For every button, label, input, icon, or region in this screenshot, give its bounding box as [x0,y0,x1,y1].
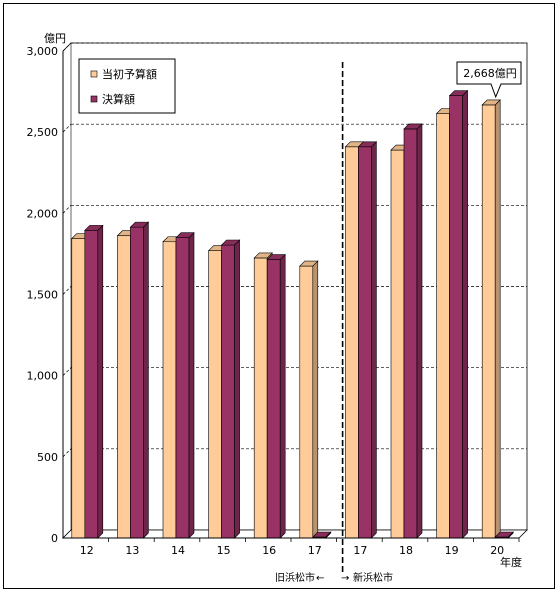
region-divider: 旧浜松市 ← → 新浜松市 [275,62,393,584]
x-tick-label: 20 [490,544,504,557]
bar-side [188,231,195,539]
bar-final-settlement [129,221,150,539]
bar-front [117,235,131,539]
legend-swatch-initial [90,70,98,78]
y-tick-label: 3,000 [27,45,59,58]
bar-top [448,90,469,96]
bar-final-settlement [403,123,423,539]
gridline-depth [62,367,72,376]
bar-top [253,252,273,259]
bar-front [481,104,496,539]
bar-top [175,232,195,238]
x-tick-label: 13 [125,544,139,557]
bar-front [162,241,177,539]
y-tick-label: 2,000 [27,207,59,220]
callout-text: 2,668億円 [463,67,517,80]
bar-final-settlement [448,89,469,539]
x-tick-label: 12 [80,544,94,557]
x-axis-unit: 年度 [500,555,522,569]
bar-final-settlement [220,239,241,539]
bar-front [130,226,144,539]
axes [62,51,520,542]
bar-side [234,239,240,539]
x-tick-label: 14 [171,544,185,557]
tick-labels: 0 500 1,000 1,500 2,000 2,500 3,000 12 13 14 15 16 1… [27,45,505,557]
bar-side [97,224,104,539]
bar-front [390,149,405,539]
y-tick-label: 1,500 [27,289,59,302]
x-tick-label: 19 [445,544,459,557]
bars [71,89,514,539]
chart-frame: 0 500 1,000 1,500 2,000 2,500 3,000 12 13 14 15 16 1… [3,3,555,589]
legend-label-initial: 当初予算額 [102,67,157,81]
bar-side [416,123,423,539]
legend-label-final: 決算額 [102,92,135,106]
bar-front [175,237,190,539]
y-tick-label: 500 [37,451,58,464]
x-tick-label: 18 [399,544,413,557]
x-tick-label: 17 [353,544,367,557]
y-tick-label: 1,000 [27,370,59,383]
bar-final-settlement [84,224,104,539]
bar-final-settlement [357,141,378,539]
gridline-depth [62,448,72,458]
budget-bar-chart: 0 500 1,000 1,500 2,000 2,500 3,000 12 13 14 15 16 1… [27,32,528,584]
x-tick-label: 15 [217,544,231,557]
gridline-depth [62,205,72,214]
bar-top [84,225,104,231]
bar-top [403,123,423,130]
callout: 2,668億円 [456,61,522,99]
callout-box [456,61,522,99]
bar-top [481,99,501,106]
legend: 当初予算額 決算額 [78,58,176,114]
bar-top [312,531,332,538]
bar-final-settlement [266,253,286,539]
bar-front [345,146,359,539]
gridline-depth [62,286,72,295]
region-label-new: 新浜松市 [353,571,393,584]
bar-final-settlement [175,231,195,539]
bar-initial-budget [481,99,501,539]
bar-top [129,221,150,228]
bar-top [220,239,241,246]
bar-side [143,221,149,539]
bar-front [358,146,372,539]
bar-top [494,531,514,538]
bar-front [436,113,450,539]
bar-front [253,257,268,539]
bar-front [266,259,281,539]
bar-side [371,141,377,539]
y-tick-label: 2,500 [27,126,59,139]
bar-front [449,95,463,539]
region-label-old: 旧浜松市 [275,571,315,584]
legend-box [78,58,176,114]
bar-side [279,253,286,539]
bar-front [221,244,235,539]
x-tick-label: 16 [262,544,276,557]
y-tick-label: 0 [51,532,58,545]
bar-front [71,238,86,539]
y-axis-unit: 億円 [44,32,66,45]
bar-front [84,230,99,539]
bar-top [266,254,286,260]
bar-initial-budget [299,260,319,539]
bar-top [357,141,378,148]
bar-front [299,265,314,539]
region-arrow-left: ← [316,573,324,584]
bar-front [403,128,418,539]
bar-side [462,89,468,539]
x-tick-label: 17 [308,544,322,557]
bar-front [208,250,222,539]
legend-swatch-final [90,95,98,103]
bar-side [494,99,501,539]
gridline-depth [62,42,72,52]
region-arrow-right: → [341,573,349,584]
bar-side [312,260,319,539]
gridline-depth [62,123,72,133]
bar-top [299,260,319,267]
